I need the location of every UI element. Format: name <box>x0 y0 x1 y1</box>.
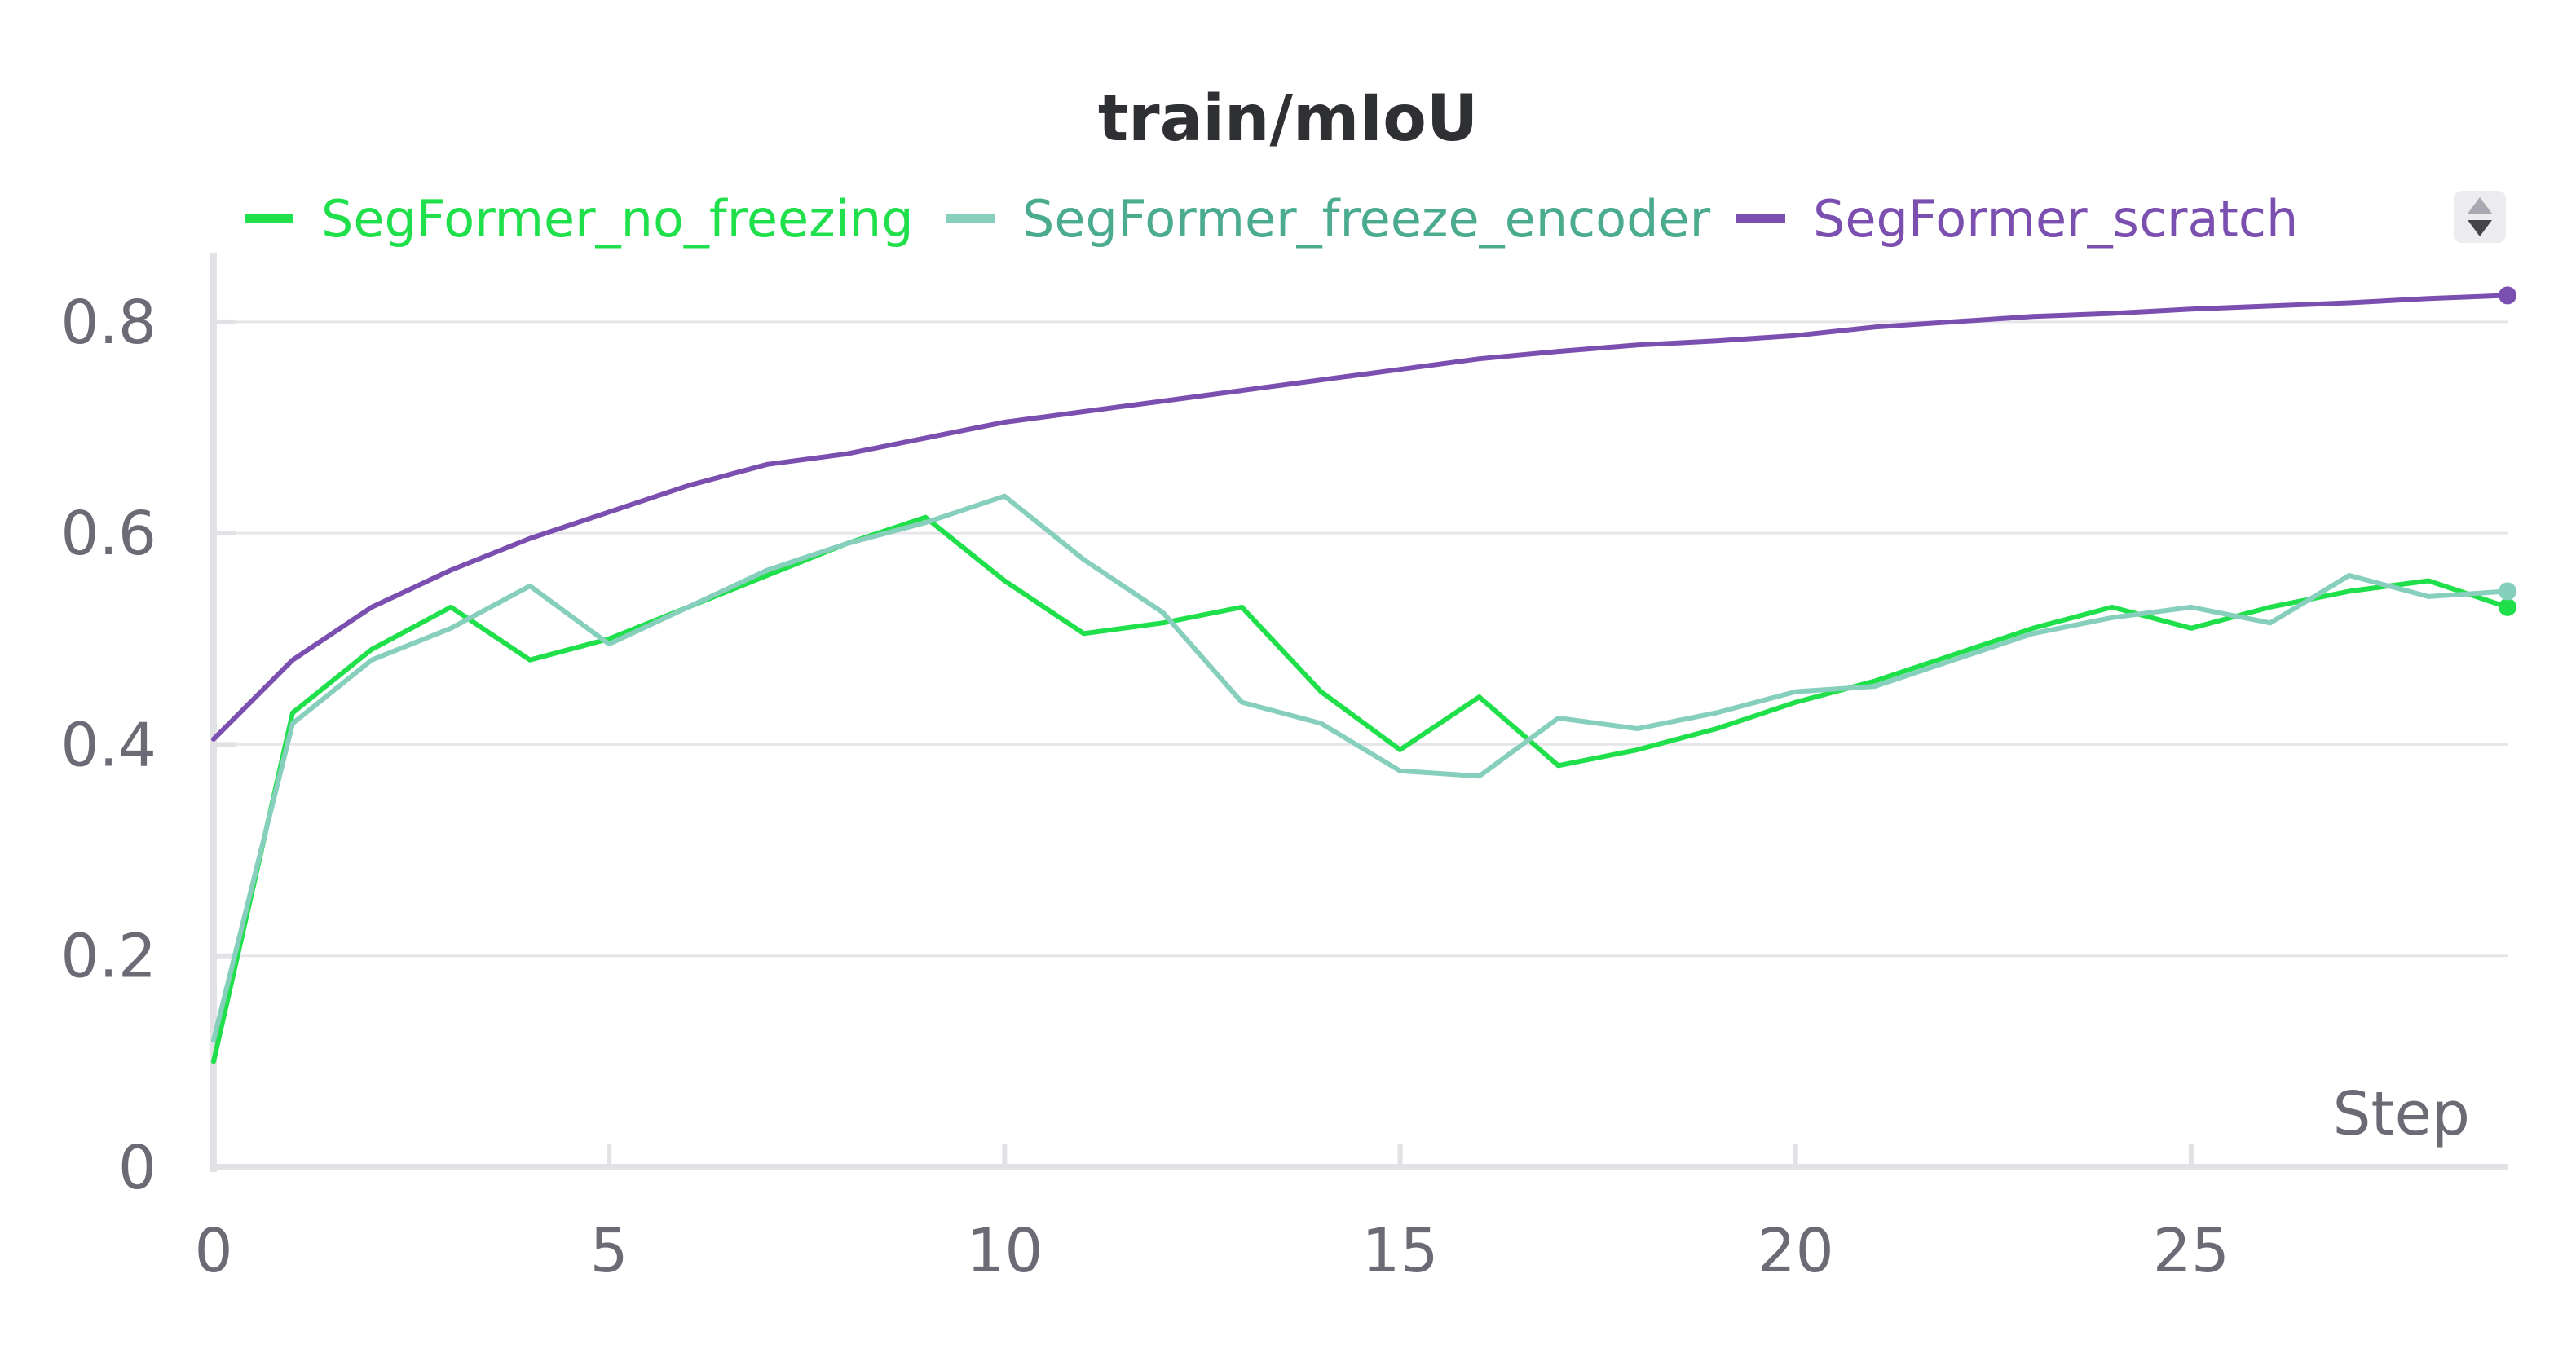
legend-label: SegFormer_no_freezing <box>321 189 914 249</box>
x-tick-label: 5 <box>590 1216 629 1286</box>
y-tick-label: 0.8 <box>60 288 157 358</box>
y-tick-label: 0 <box>118 1133 157 1203</box>
legend-item[interactable]: SegFormer_scratch <box>1736 189 2298 249</box>
axes <box>210 253 2508 1172</box>
x-tick-label: 25 <box>2153 1216 2230 1286</box>
series-lines <box>211 293 2510 1064</box>
x-tick-label: 15 <box>1361 1216 1438 1286</box>
legend-item[interactable]: SegFormer_freeze_encoder <box>946 189 1711 249</box>
series-line-SegFormer_freeze_encoder <box>211 493 2510 1043</box>
legend-label: SegFormer_freeze_encoder <box>1022 189 1711 249</box>
x-tick-label: 0 <box>194 1216 232 1286</box>
legend: SegFormer_no_freezing SegFormer_freeze_en… <box>245 189 2298 249</box>
x-tick-label: 20 <box>1758 1216 1834 1286</box>
series-endpoint-SegFormer_freeze_encoder <box>2499 582 2516 601</box>
y-tick-label: 0.4 <box>60 710 157 780</box>
series-endpoint-SegFormer_scratch <box>2499 286 2516 305</box>
x-axis-label: Step <box>2333 1079 2471 1149</box>
series-line-SegFormer_scratch <box>211 293 2510 742</box>
y-tick-label: 0.6 <box>60 499 157 569</box>
y-tick-label: 0.2 <box>60 922 157 992</box>
chart-title: train/mIoU <box>1098 82 1478 156</box>
tick-labels: 0 5 10 15 20 25 0 0.2 0.4 0.6 0.8 <box>60 288 2230 1286</box>
sort-down-icon <box>2468 220 2492 236</box>
series-endpoint-SegFormer_no_freezing <box>2499 597 2516 616</box>
sort-up-icon <box>2468 197 2492 214</box>
series-endpoints <box>2499 286 2516 616</box>
grid-lines <box>214 320 2508 958</box>
sort-toggle-button[interactable] <box>2454 191 2506 243</box>
legend-label: SegFormer_scratch <box>1813 189 2298 249</box>
series-line-SegFormer_no_freezing <box>211 514 2510 1064</box>
x-tick-label: 10 <box>966 1216 1043 1286</box>
legend-item[interactable]: SegFormer_no_freezing <box>245 189 914 249</box>
